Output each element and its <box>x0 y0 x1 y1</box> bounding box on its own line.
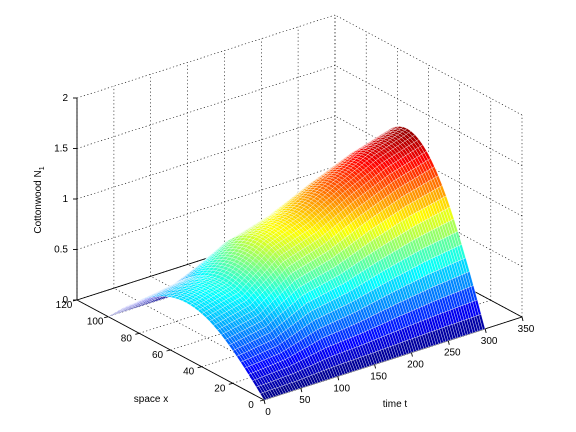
y-tick-mark <box>259 399 265 402</box>
z-tick-label: 0.5 <box>54 245 68 256</box>
z-axis-label: Cottonwood N1 <box>33 166 46 233</box>
z-tick-label: 2 <box>62 93 68 104</box>
x-tick-label: 50 <box>299 395 311 406</box>
x-tick-mark <box>484 328 487 333</box>
y-tick-mark <box>135 332 140 335</box>
x-tick-mark <box>447 340 450 345</box>
grid-line <box>76 115 336 200</box>
x-tick-label: 150 <box>370 371 387 382</box>
z-tick-label: 1 <box>62 194 68 205</box>
y-tick-mark <box>228 382 233 385</box>
tick-layer: 05010015020025030035002040608010012000.5… <box>54 93 535 418</box>
x-tick-label: 300 <box>481 336 498 347</box>
y-tick-mark <box>166 349 171 352</box>
x-tick-mark <box>263 399 266 405</box>
x-tick-label: 350 <box>518 324 535 335</box>
y-tick-label: 60 <box>152 350 164 361</box>
y-tick-label: 40 <box>183 367 195 378</box>
z-axis-label-subscript: 1 <box>39 166 46 170</box>
y-axis-label: space x <box>134 394 168 405</box>
x-tick-mark <box>300 388 303 393</box>
x-tick-label: 0 <box>265 407 271 418</box>
y-tick-label: 80 <box>121 333 133 344</box>
grid-line <box>334 14 523 116</box>
x-tick-mark <box>521 316 524 322</box>
y-tick-mark <box>197 366 202 369</box>
grid-line <box>334 115 523 217</box>
y-tick-label: 100 <box>87 317 104 328</box>
y-tick-label: 20 <box>214 383 226 394</box>
x-tick-label: 250 <box>444 348 461 359</box>
grid-line <box>334 65 523 166</box>
x-tick-mark <box>337 376 340 381</box>
grid-line <box>76 14 336 99</box>
y-tick-label: 0 <box>248 400 254 411</box>
z-axis-label-main: Cottonwood N <box>33 170 44 233</box>
y-tick-mark <box>104 316 109 319</box>
y-tick-label: 120 <box>56 300 73 311</box>
grid-line <box>76 65 336 149</box>
x-tick-label: 200 <box>407 360 424 371</box>
x-axis-label: time t <box>383 399 408 410</box>
x-tick-mark <box>374 364 377 369</box>
x-tick-mark <box>410 352 413 357</box>
surface-cell <box>259 392 267 401</box>
x-tick-label: 100 <box>333 383 350 394</box>
z-tick-label: 1.5 <box>54 144 68 155</box>
z-tick-label: 0 <box>62 295 68 306</box>
surface-mesh <box>108 126 486 401</box>
